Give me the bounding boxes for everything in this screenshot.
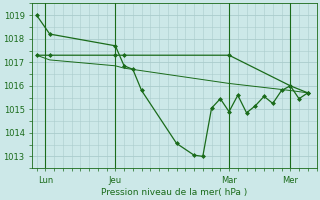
X-axis label: Pression niveau de la mer( hPa ): Pression niveau de la mer( hPa )	[101, 188, 247, 197]
